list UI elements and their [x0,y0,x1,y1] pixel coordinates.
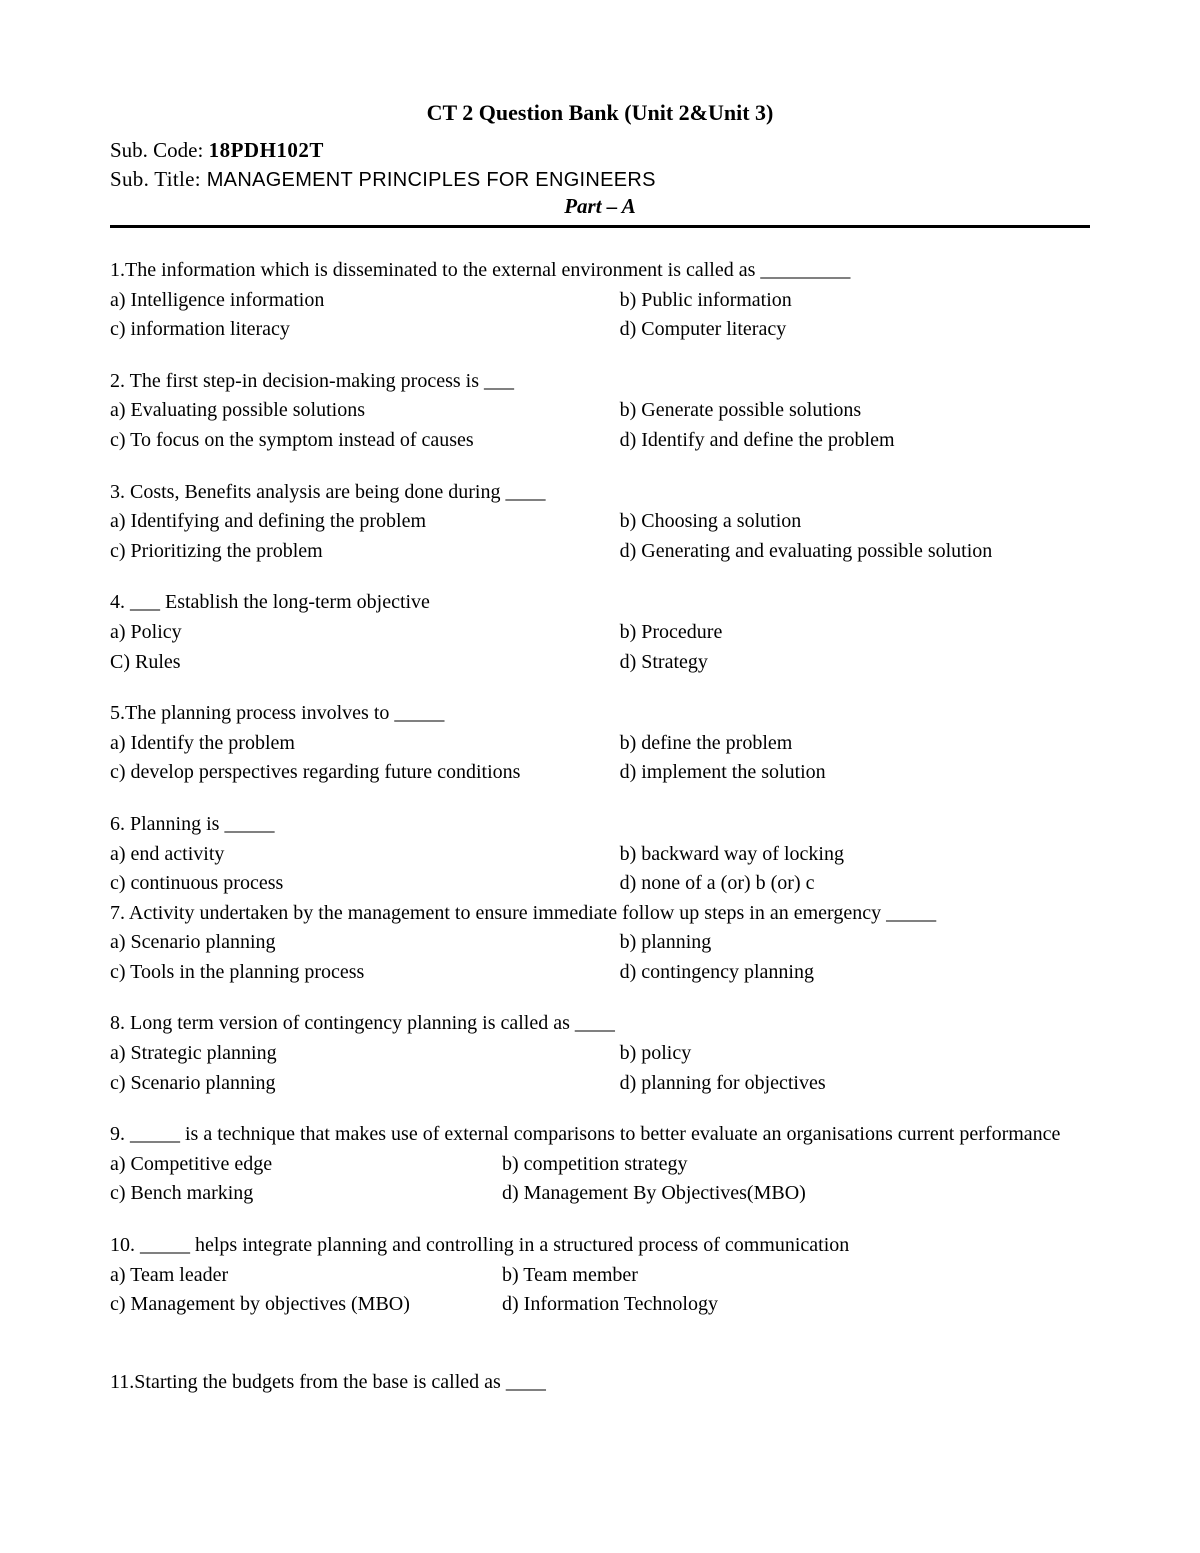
option-d: d) planning for objectives [620,1069,1090,1099]
option-d: d) contingency planning [620,958,1090,988]
question-stem: 7. Activity undertaken by the management… [110,899,1090,929]
option-d: d) Strategy [620,648,1090,678]
option-c: c) information literacy [110,315,620,345]
question-stem: 2. The first step-in decision-making pro… [110,367,1090,397]
option-d: d) implement the solution [620,758,1090,788]
question-stem: 8. Long term version of contingency plan… [110,1009,1090,1039]
option-a: a) Scenario planning [110,928,620,958]
option-b: b) Team member [502,1261,1090,1291]
question-stem: 11.Starting the budgets from the base is… [110,1368,1090,1398]
part-label: Part – A [110,194,1090,219]
question-1: 1.The information which is disseminated … [110,256,1090,345]
option-b: b) planning [620,928,1090,958]
option-a: a) Identify the problem [110,729,620,759]
subject-code-label: Sub. Code: [110,138,203,162]
option-d: d) none of a (or) b (or) c [620,869,1090,899]
option-a: a) end activity [110,840,620,870]
option-b: b) policy [620,1039,1090,1069]
option-a: a) Intelligence information [110,286,620,316]
question-stem: 9. _____ is a technique that makes use o… [110,1120,1090,1150]
option-c: c) develop perspectives regarding future… [110,758,620,788]
question-3: 3. Costs, Benefits analysis are being do… [110,478,1090,567]
option-d: d) Management By Objectives(MBO) [502,1179,1090,1209]
option-b: b) backward way of locking [620,840,1090,870]
question-9: 9. _____ is a technique that makes use o… [110,1120,1090,1209]
question-stem: 3. Costs, Benefits analysis are being do… [110,478,1090,508]
subject-title-line: Sub. Title: MANAGEMENT PRINCIPLES FOR EN… [110,167,1090,192]
option-b: b) Generate possible solutions [620,396,1090,426]
question-10: 10. _____ helps integrate planning and c… [110,1231,1090,1320]
option-a: a) Policy [110,618,620,648]
question-stem: 4. ___ Establish the long-term objective [110,588,1090,618]
option-b: b) Procedure [620,618,1090,648]
question-11: 11.Starting the budgets from the base is… [110,1368,1090,1398]
option-a: a) Strategic planning [110,1039,620,1069]
option-c: c) Bench marking [110,1179,502,1209]
option-d: d) Information Technology [502,1290,1090,1320]
option-c: c) continuous process [110,869,620,899]
divider [110,225,1090,228]
subject-code-line: Sub. Code: 18PDH102T [110,138,1090,163]
question-4: 4. ___ Establish the long-term objective… [110,588,1090,677]
option-b: b) Public information [620,286,1090,316]
option-d: d) Computer literacy [620,315,1090,345]
question-7: 7. Activity undertaken by the management… [110,899,1090,988]
option-c: c) Prioritizing the problem [110,537,620,567]
question-8: 8. Long term version of contingency plan… [110,1009,1090,1098]
subject-title-label: Sub. Title: [110,167,201,191]
subject-title-value: MANAGEMENT PRINCIPLES FOR ENGINEERS [207,169,656,191]
option-a: a) Team leader [110,1261,502,1291]
question-6: 6. Planning is _____ a) end activity b) … [110,810,1090,899]
option-c: c) Scenario planning [110,1069,620,1099]
option-c: c) Management by objectives (MBO) [110,1290,502,1320]
option-b: b) define the problem [620,729,1090,759]
question-5: 5.The planning process involves to _____… [110,699,1090,788]
option-d: d) Identify and define the problem [620,426,1090,456]
option-b: b) competition strategy [502,1150,1090,1180]
question-2: 2. The first step-in decision-making pro… [110,367,1090,456]
question-stem: 5.The planning process involves to _____ [110,699,1090,729]
option-c: c) Tools in the planning process [110,958,620,988]
option-c: c) To focus on the symptom instead of ca… [110,426,620,456]
option-c: C) Rules [110,648,620,678]
option-b: b) Choosing a solution [620,507,1090,537]
option-d: d) Generating and evaluating possible so… [620,537,1090,567]
document-title: CT 2 Question Bank (Unit 2&Unit 3) [110,100,1090,126]
subject-code-value: 18PDH102T [209,138,324,162]
question-stem: 1.The information which is disseminated … [110,256,1090,286]
question-stem: 10. _____ helps integrate planning and c… [110,1231,1090,1261]
option-a: a) Evaluating possible solutions [110,396,620,426]
option-a: a) Competitive edge [110,1150,502,1180]
question-stem: 6. Planning is _____ [110,810,1090,840]
option-a: a) Identifying and defining the problem [110,507,620,537]
